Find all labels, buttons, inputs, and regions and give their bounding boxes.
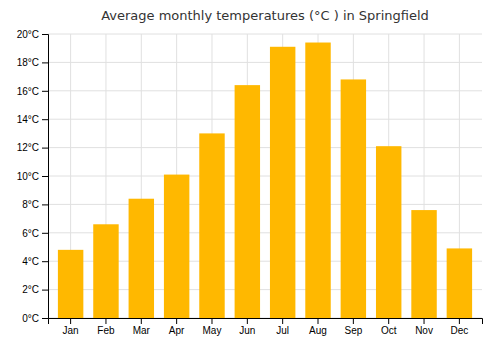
x-tick: Aug [309, 318, 327, 336]
x-tick-label: Jul [276, 325, 289, 336]
bar [129, 199, 154, 318]
x-tick-label: Jan [63, 325, 79, 336]
tick-mark [42, 62, 48, 63]
x-tick-label: Jun [239, 325, 255, 336]
y-tick: 12°C [17, 142, 48, 153]
y-tick: 2°C [22, 284, 48, 295]
tick-mark [105, 318, 106, 324]
y-tick: 20°C [17, 29, 48, 40]
bar [235, 85, 260, 318]
y-tick: 14°C [17, 114, 48, 125]
y-tick-label: 14°C [17, 114, 39, 125]
tick-mark [42, 318, 48, 319]
y-tick: 16°C [17, 86, 48, 97]
x-tick: Sep [344, 318, 362, 336]
x-tick: Nov [415, 318, 433, 336]
x-tick: Apr [169, 318, 185, 336]
x-tick: Feb [97, 318, 115, 336]
title: Average monthly temperatures (°C ) in Sp… [101, 8, 429, 23]
tick-mark [42, 261, 48, 262]
x-tick-label: Aug [309, 325, 327, 336]
x-tick-label: Dec [450, 325, 468, 336]
y-tick: 4°C [22, 256, 48, 267]
y-tick-label: 2°C [22, 284, 39, 295]
bars [58, 43, 472, 318]
tick-mark [211, 318, 212, 324]
x-tick: Mar [133, 318, 151, 336]
grid-line [48, 204, 482, 205]
bar [93, 224, 118, 318]
y-tick: 10°C [17, 171, 48, 182]
x-tick: Oct [381, 318, 397, 336]
y-tick-label: 18°C [17, 57, 39, 68]
grid-line [48, 147, 482, 148]
bar [199, 133, 224, 318]
x-tick: Jan [63, 318, 79, 336]
tick-mark [42, 204, 48, 205]
bar [164, 175, 189, 318]
y-tick-label: 16°C [17, 86, 39, 97]
tick-mark [176, 318, 177, 324]
bar [447, 248, 472, 318]
tick-mark [459, 318, 460, 324]
y-tick-label: 4°C [22, 256, 39, 267]
grid-line [48, 119, 482, 120]
tick-mark [424, 318, 425, 324]
y-tick: 18°C [17, 57, 48, 68]
grid-line [48, 34, 482, 35]
x-tick: May [203, 318, 222, 336]
bar [270, 47, 295, 318]
x-tick-label: Feb [97, 325, 115, 336]
chart: Jan Feb Mar Apr May Jun Jul Aug Sep Oct Nov Dec 0°C 2… [0, 0, 500, 350]
tick-mark [42, 176, 48, 177]
bar [411, 210, 436, 318]
tick-mark [42, 290, 48, 291]
y-tick-label: 6°C [22, 228, 39, 239]
y-tick-label: 12°C [17, 142, 39, 153]
y-tick: 8°C [22, 199, 48, 210]
x-tick-label: Oct [381, 325, 397, 336]
tick-mark [42, 119, 48, 120]
grid-line [48, 62, 482, 63]
bar [376, 146, 401, 318]
tick-mark [42, 233, 48, 234]
y-tick-label: 20°C [17, 29, 39, 40]
x-tick: Dec [450, 318, 468, 336]
axis-line [49, 319, 483, 325]
axis-line [42, 35, 49, 319]
bar [305, 43, 330, 318]
y-tick-label: 10°C [17, 171, 39, 182]
x-tick: Jul [276, 318, 289, 336]
y-tick: 0°C [22, 313, 48, 324]
tick-mark [42, 34, 48, 35]
tick-mark [388, 318, 389, 324]
tick-mark [70, 318, 71, 324]
plot: Jan Feb Mar Apr May Jun Jul Aug Sep Oct Nov Dec 0°C 2… [17, 29, 483, 336]
tick-mark [42, 91, 48, 92]
x-tick-label: Apr [169, 325, 185, 336]
y-tick-label: 8°C [22, 199, 39, 210]
tick-mark [282, 318, 283, 324]
y-tick-label: 0°C [22, 313, 39, 324]
x-tick-label: May [203, 325, 222, 336]
grid [48, 34, 482, 318]
tick-mark [318, 318, 319, 324]
grid-line [48, 90, 482, 91]
x-axis: Jan Feb Mar Apr May Jun Jul Aug Sep Oct Nov Dec [49, 318, 483, 336]
x-tick-label: Mar [133, 325, 151, 336]
grid-line [48, 176, 482, 177]
tick-mark [353, 318, 354, 324]
tick-mark [247, 318, 248, 324]
bar [58, 250, 83, 318]
bar [341, 79, 366, 318]
x-tick: Jun [239, 318, 255, 336]
y-axis: 0°C 2°C 4°C 6°C 8°C 10°C 12°C 14°C 16°C 18°C 20°C [17, 29, 49, 324]
tick-mark [42, 148, 48, 149]
x-tick-label: Sep [344, 325, 362, 336]
tick-mark [141, 318, 142, 324]
x-tick-label: Nov [415, 325, 433, 336]
y-tick: 6°C [22, 228, 48, 239]
